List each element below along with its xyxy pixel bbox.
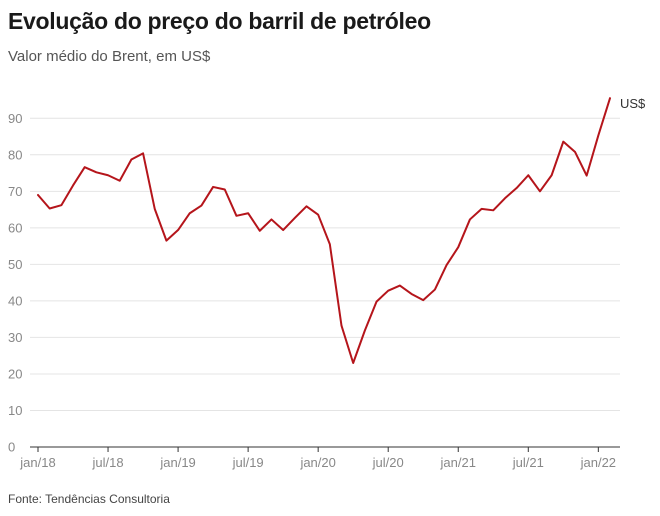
data-point bbox=[282, 229, 284, 231]
data-point bbox=[177, 229, 179, 231]
data-point bbox=[586, 175, 588, 177]
x-tick-label: jul/18 bbox=[92, 455, 124, 470]
data-point bbox=[504, 197, 506, 199]
data-point bbox=[142, 152, 144, 154]
data-point bbox=[574, 151, 576, 153]
data-point bbox=[562, 141, 564, 143]
data-point bbox=[352, 362, 354, 364]
data-point bbox=[95, 171, 97, 173]
grid-lines bbox=[30, 117, 620, 411]
data-point bbox=[329, 243, 331, 245]
data-point bbox=[399, 285, 401, 287]
x-tick-label: jan/19 bbox=[159, 455, 195, 470]
data-point bbox=[387, 290, 389, 292]
x-tick-label: jul/20 bbox=[372, 455, 404, 470]
data-point bbox=[49, 207, 51, 209]
y-tick-label: 10 bbox=[8, 403, 22, 418]
y-tick-label: 60 bbox=[8, 220, 22, 235]
data-point bbox=[516, 187, 518, 189]
data-point bbox=[72, 184, 74, 186]
data-point bbox=[259, 230, 261, 232]
data-point bbox=[37, 194, 39, 196]
data-point bbox=[457, 246, 459, 248]
data-point bbox=[434, 289, 436, 291]
data-point bbox=[317, 214, 319, 216]
x-tick-label: jan/22 bbox=[580, 455, 616, 470]
data-point bbox=[294, 217, 296, 219]
data-point bbox=[305, 205, 307, 207]
data-point bbox=[539, 190, 541, 192]
data-point bbox=[411, 293, 413, 295]
data-point bbox=[235, 215, 237, 217]
data-point bbox=[341, 325, 343, 327]
data-point bbox=[130, 159, 132, 161]
y-tick-label: 50 bbox=[8, 257, 22, 272]
y-tick-label: 20 bbox=[8, 366, 22, 381]
data-point bbox=[364, 329, 366, 331]
data-point bbox=[469, 218, 471, 220]
x-tick-label: jul/19 bbox=[232, 455, 264, 470]
data-point bbox=[247, 212, 249, 214]
data-point bbox=[609, 97, 611, 99]
y-tick-label: 30 bbox=[8, 330, 22, 345]
data-point bbox=[84, 166, 86, 168]
y-tick-label: 90 bbox=[8, 111, 22, 126]
source-note: Fonte: Tendências Consultoria bbox=[8, 492, 170, 506]
data-point bbox=[165, 240, 167, 242]
y-tick-label: 40 bbox=[8, 293, 22, 308]
unit-label: US$ bbox=[620, 96, 646, 111]
x-tick-label: jul/21 bbox=[512, 455, 544, 470]
data-point bbox=[200, 205, 202, 207]
x-tick-label: jan/21 bbox=[440, 455, 476, 470]
data-point bbox=[446, 264, 448, 266]
data-point bbox=[376, 301, 378, 303]
x-axis-ticks: jan/18 jul/18 jan/19 jul/19 jan/20 jul/20 jan/… bbox=[19, 447, 616, 470]
x-tick-label: jan/18 bbox=[19, 455, 55, 470]
y-tick-label: 0 bbox=[8, 440, 15, 455]
data-point bbox=[107, 174, 109, 176]
data-point bbox=[527, 174, 529, 176]
data-point bbox=[224, 188, 226, 190]
data-point bbox=[154, 208, 156, 210]
y-tick-label: 70 bbox=[8, 184, 22, 199]
y-axis-tick-labels: 0 10 20 30 40 50 60 70 80 90 bbox=[8, 111, 22, 455]
data-point bbox=[597, 134, 599, 136]
series-line-brent bbox=[37, 97, 611, 364]
data-point bbox=[492, 209, 494, 211]
data-point bbox=[189, 212, 191, 214]
data-point bbox=[212, 186, 214, 188]
data-point bbox=[551, 174, 553, 176]
data-point bbox=[481, 208, 483, 210]
chart-title: Evolução do preço do barril de petróleo bbox=[8, 8, 431, 34]
data-point bbox=[270, 218, 272, 220]
y-tick-label: 80 bbox=[8, 147, 22, 162]
x-tick-label: jan/20 bbox=[299, 455, 335, 470]
data-point bbox=[119, 180, 121, 182]
data-point bbox=[60, 204, 62, 206]
data-point bbox=[422, 299, 424, 301]
chart-subtitle: Valor médio do Brent, em US$ bbox=[8, 48, 211, 65]
